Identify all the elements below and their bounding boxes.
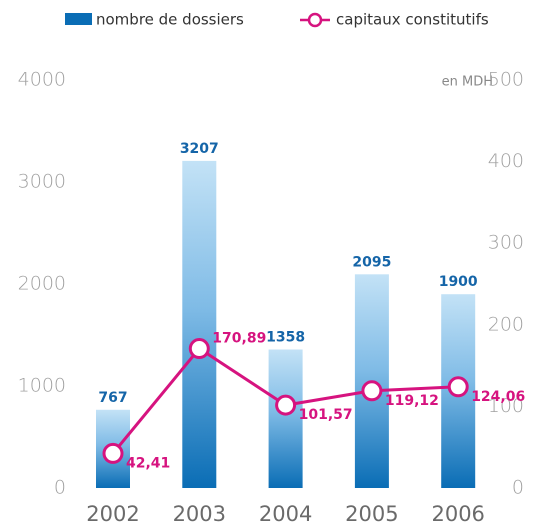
- y2-tick-label: 100: [488, 395, 524, 417]
- bar-value-label: 1358: [266, 329, 305, 345]
- line-value-label: 101,57: [299, 407, 353, 423]
- x-tick-label: 2004: [259, 502, 312, 526]
- bar-value-label: 3207: [180, 141, 219, 157]
- y-tick-label: 1000: [18, 375, 66, 397]
- legend-label: nombre de dossiers: [96, 11, 244, 29]
- legend-swatch: [65, 13, 92, 25]
- bar-value-label: 767: [98, 390, 127, 406]
- legend-label: capitaux constitutifs: [336, 11, 489, 29]
- y-tick-label: 4000: [18, 69, 66, 91]
- y-tick-label: 2000: [18, 273, 66, 295]
- x-tick-label: 2003: [173, 502, 226, 526]
- x-tick-label: 2005: [345, 502, 398, 526]
- bar-value-label: 2095: [352, 254, 391, 270]
- y2-axis-label: en MDH: [442, 75, 493, 90]
- legend-swatch: [307, 12, 323, 28]
- line-point: [447, 376, 469, 398]
- bar-value-label: 1900: [439, 274, 478, 290]
- line-point: [275, 394, 297, 416]
- line-point: [102, 442, 124, 464]
- y-tick-label: 3000: [18, 171, 66, 193]
- x-tick-label: 2006: [431, 502, 484, 526]
- line-value-label: 119,12: [385, 393, 439, 409]
- y-tick-label: 0: [54, 477, 66, 499]
- line-value-label: 124,06: [471, 389, 525, 405]
- y2-tick-label: 200: [488, 313, 524, 335]
- line-value-label: 42,41: [126, 455, 170, 471]
- x-tick-label: 2002: [86, 502, 139, 526]
- line-point: [188, 338, 210, 360]
- bar: [182, 160, 217, 489]
- y2-tick-label: 0: [512, 477, 524, 499]
- bar: [268, 349, 303, 488]
- line-value-label: 170,89: [212, 331, 266, 347]
- y2-tick-label: 400: [488, 150, 524, 172]
- line-point: [361, 380, 383, 402]
- y2-tick-label: 300: [488, 232, 524, 254]
- y2-tick-label: 500: [488, 69, 524, 91]
